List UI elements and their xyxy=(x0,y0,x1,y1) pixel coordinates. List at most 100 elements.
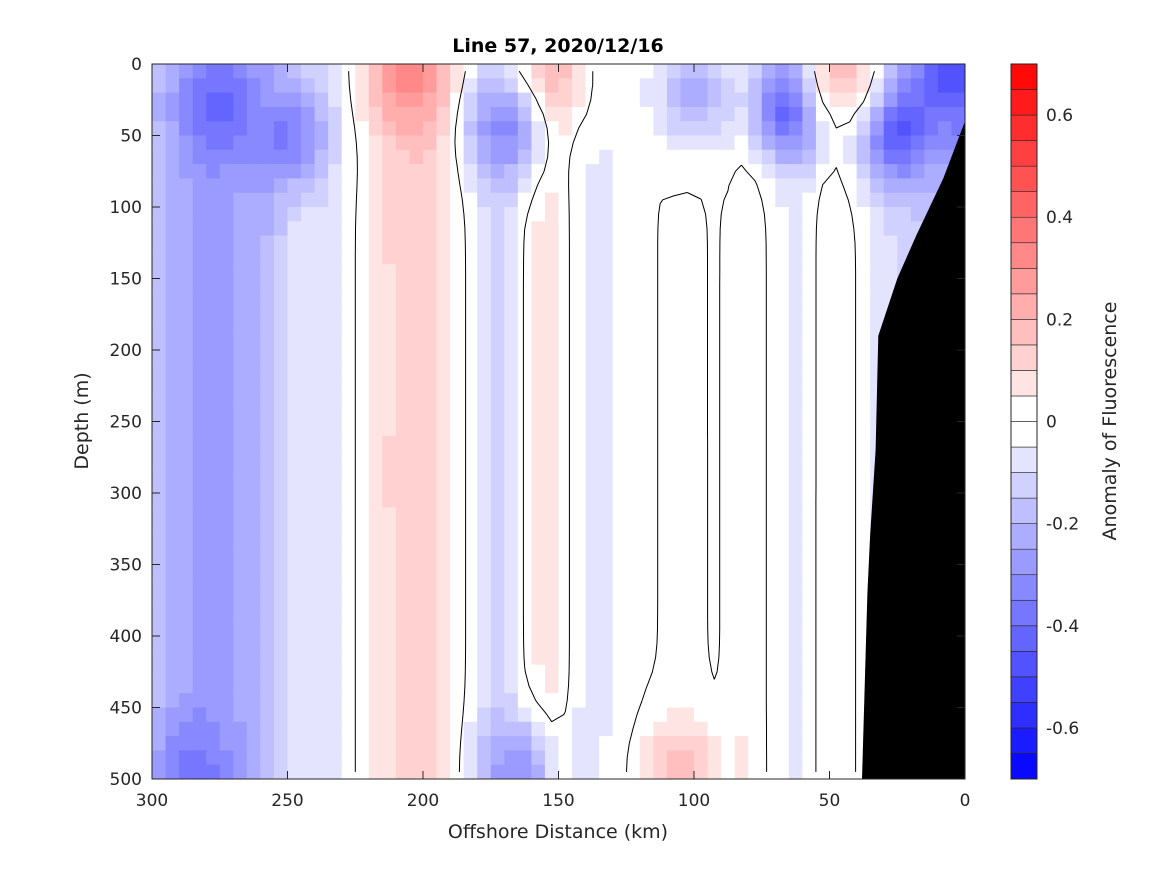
heatmap-cell xyxy=(409,507,424,523)
heatmap-cell xyxy=(490,106,505,122)
heatmap-cell xyxy=(897,235,912,251)
heatmap-cell xyxy=(328,221,343,237)
heatmap-cell xyxy=(843,450,858,465)
colorbar-swatch xyxy=(1010,89,1038,116)
heatmap-cell xyxy=(152,721,167,737)
heatmap-cell xyxy=(477,435,492,451)
heatmap-cell xyxy=(382,736,397,751)
heatmap-cell xyxy=(152,764,167,779)
heatmap-cell xyxy=(734,92,749,108)
heatmap-cell xyxy=(192,307,207,322)
heatmap-cell xyxy=(382,178,397,194)
heatmap-cell xyxy=(179,64,194,79)
heatmap-cell xyxy=(206,278,221,294)
heatmap-cell xyxy=(707,307,722,322)
heatmap-cell xyxy=(395,178,411,194)
heatmap-cell xyxy=(341,249,356,265)
heatmap-cell xyxy=(517,707,532,723)
heatmap-cell xyxy=(802,678,817,694)
heatmap-cell xyxy=(910,135,925,151)
heatmap-cell xyxy=(680,493,695,508)
heatmap-cell xyxy=(409,121,424,137)
heatmap-cell xyxy=(165,121,180,137)
heatmap-cell xyxy=(815,550,831,566)
heatmap-cell xyxy=(734,607,749,623)
heatmap-cell xyxy=(436,407,451,423)
heatmap-cell xyxy=(572,149,587,165)
heatmap-cell xyxy=(558,407,573,423)
heatmap-cell xyxy=(341,507,356,523)
heatmap-cell xyxy=(829,64,844,79)
heatmap-cell xyxy=(843,764,858,779)
heatmap-cell xyxy=(829,621,844,637)
heatmap-cell xyxy=(409,736,424,751)
heatmap-cell xyxy=(368,750,383,766)
heatmap-cell xyxy=(504,135,519,151)
heatmap-cell xyxy=(152,578,167,594)
heatmap-cell xyxy=(179,493,194,508)
heatmap-cell xyxy=(301,378,316,394)
heatmap-cell xyxy=(246,235,261,251)
heatmap-cell xyxy=(721,392,736,408)
heatmap-cell xyxy=(897,192,912,208)
heatmap-cell xyxy=(788,521,803,537)
heatmap-cell xyxy=(626,607,641,623)
heatmap-cell xyxy=(843,278,858,294)
heatmap-cell xyxy=(843,235,858,251)
heatmap-cell xyxy=(531,507,546,523)
heatmap-cell xyxy=(233,593,248,608)
heatmap-cell xyxy=(531,335,546,351)
heatmap-cell xyxy=(192,378,207,394)
heatmap-cell xyxy=(612,78,627,94)
heatmap-cell xyxy=(423,664,438,680)
heatmap-cell xyxy=(802,636,817,651)
heatmap-cell xyxy=(450,450,465,465)
heatmap-cell xyxy=(165,235,180,251)
heatmap-cell xyxy=(463,350,478,365)
heatmap-cell xyxy=(585,264,600,280)
heatmap-cell xyxy=(165,421,180,437)
heatmap-cell xyxy=(246,664,261,680)
heatmap-cell xyxy=(409,178,424,194)
heatmap-cell xyxy=(260,550,275,566)
heatmap-cell xyxy=(477,321,492,337)
heatmap-cell xyxy=(843,593,858,608)
heatmap-cell xyxy=(626,64,641,79)
heatmap-cell xyxy=(707,721,722,737)
heatmap-cell xyxy=(287,764,302,779)
heatmap-cell xyxy=(666,621,682,637)
heatmap-cell xyxy=(626,407,641,423)
heatmap-cell xyxy=(612,335,627,351)
heatmap-cell xyxy=(246,464,261,480)
heatmap-cell xyxy=(463,64,478,79)
heatmap-cell xyxy=(639,164,654,179)
heatmap-cell xyxy=(233,450,248,465)
heatmap-cell xyxy=(152,564,167,580)
heatmap-cell xyxy=(653,378,668,394)
heatmap-cell xyxy=(233,521,248,537)
heatmap-cell xyxy=(788,607,803,623)
heatmap-cell xyxy=(721,149,736,165)
heatmap-cell xyxy=(355,164,370,179)
heatmap-cell xyxy=(748,736,763,751)
heatmap-cell xyxy=(219,650,234,666)
heatmap-cell xyxy=(843,493,858,508)
colorbar-swatch xyxy=(1010,165,1038,192)
heatmap-cell xyxy=(504,321,519,337)
heatmap-cell xyxy=(382,521,397,537)
colorbar-frame xyxy=(1010,63,1038,780)
heatmap-cell xyxy=(504,350,519,365)
heatmap-cell xyxy=(666,464,682,480)
heatmap-cell xyxy=(721,92,736,108)
heatmap-cell xyxy=(152,450,167,465)
heatmap-cell xyxy=(328,307,343,322)
heatmap-cell xyxy=(287,678,302,694)
heatmap-cell xyxy=(450,478,465,494)
heatmap-cell xyxy=(219,292,234,308)
heatmap-cell xyxy=(572,106,587,122)
heatmap-cell xyxy=(409,678,424,694)
heatmap-cell xyxy=(246,149,261,165)
heatmap-cell xyxy=(355,593,370,608)
heatmap-cell xyxy=(368,307,383,322)
heatmap-cell xyxy=(599,493,614,508)
